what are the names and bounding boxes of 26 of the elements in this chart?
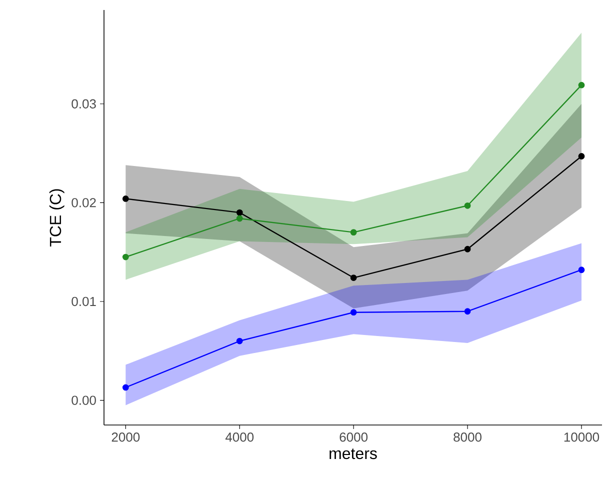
point <box>464 308 471 315</box>
point <box>122 196 129 202</box>
point <box>236 215 243 222</box>
y-tick-label: 0.03 <box>72 99 96 108</box>
y-tick-label: 0.02 <box>72 198 96 208</box>
point <box>122 254 129 260</box>
x-tick-label: 2000 <box>112 432 140 442</box>
x-tick-label: 6000 <box>340 432 368 442</box>
point <box>236 338 243 344</box>
point <box>350 274 357 281</box>
point <box>122 384 129 391</box>
point <box>578 82 585 88</box>
point <box>464 246 471 252</box>
point <box>464 202 471 209</box>
x-tick-label: 10000 <box>564 432 600 442</box>
y-tick-label: 0.00 <box>72 396 96 405</box>
point <box>236 209 243 216</box>
x-tick-label: 8000 <box>454 432 482 442</box>
x-axis-title: meters <box>330 448 377 460</box>
y-axis-title: TCE (C) <box>49 189 64 246</box>
point <box>578 153 585 160</box>
point <box>578 266 585 274</box>
point <box>350 229 357 236</box>
point <box>350 309 357 316</box>
y-tick-label: 0.01 <box>72 296 96 306</box>
x-tick-label: 4000 <box>225 432 254 442</box>
